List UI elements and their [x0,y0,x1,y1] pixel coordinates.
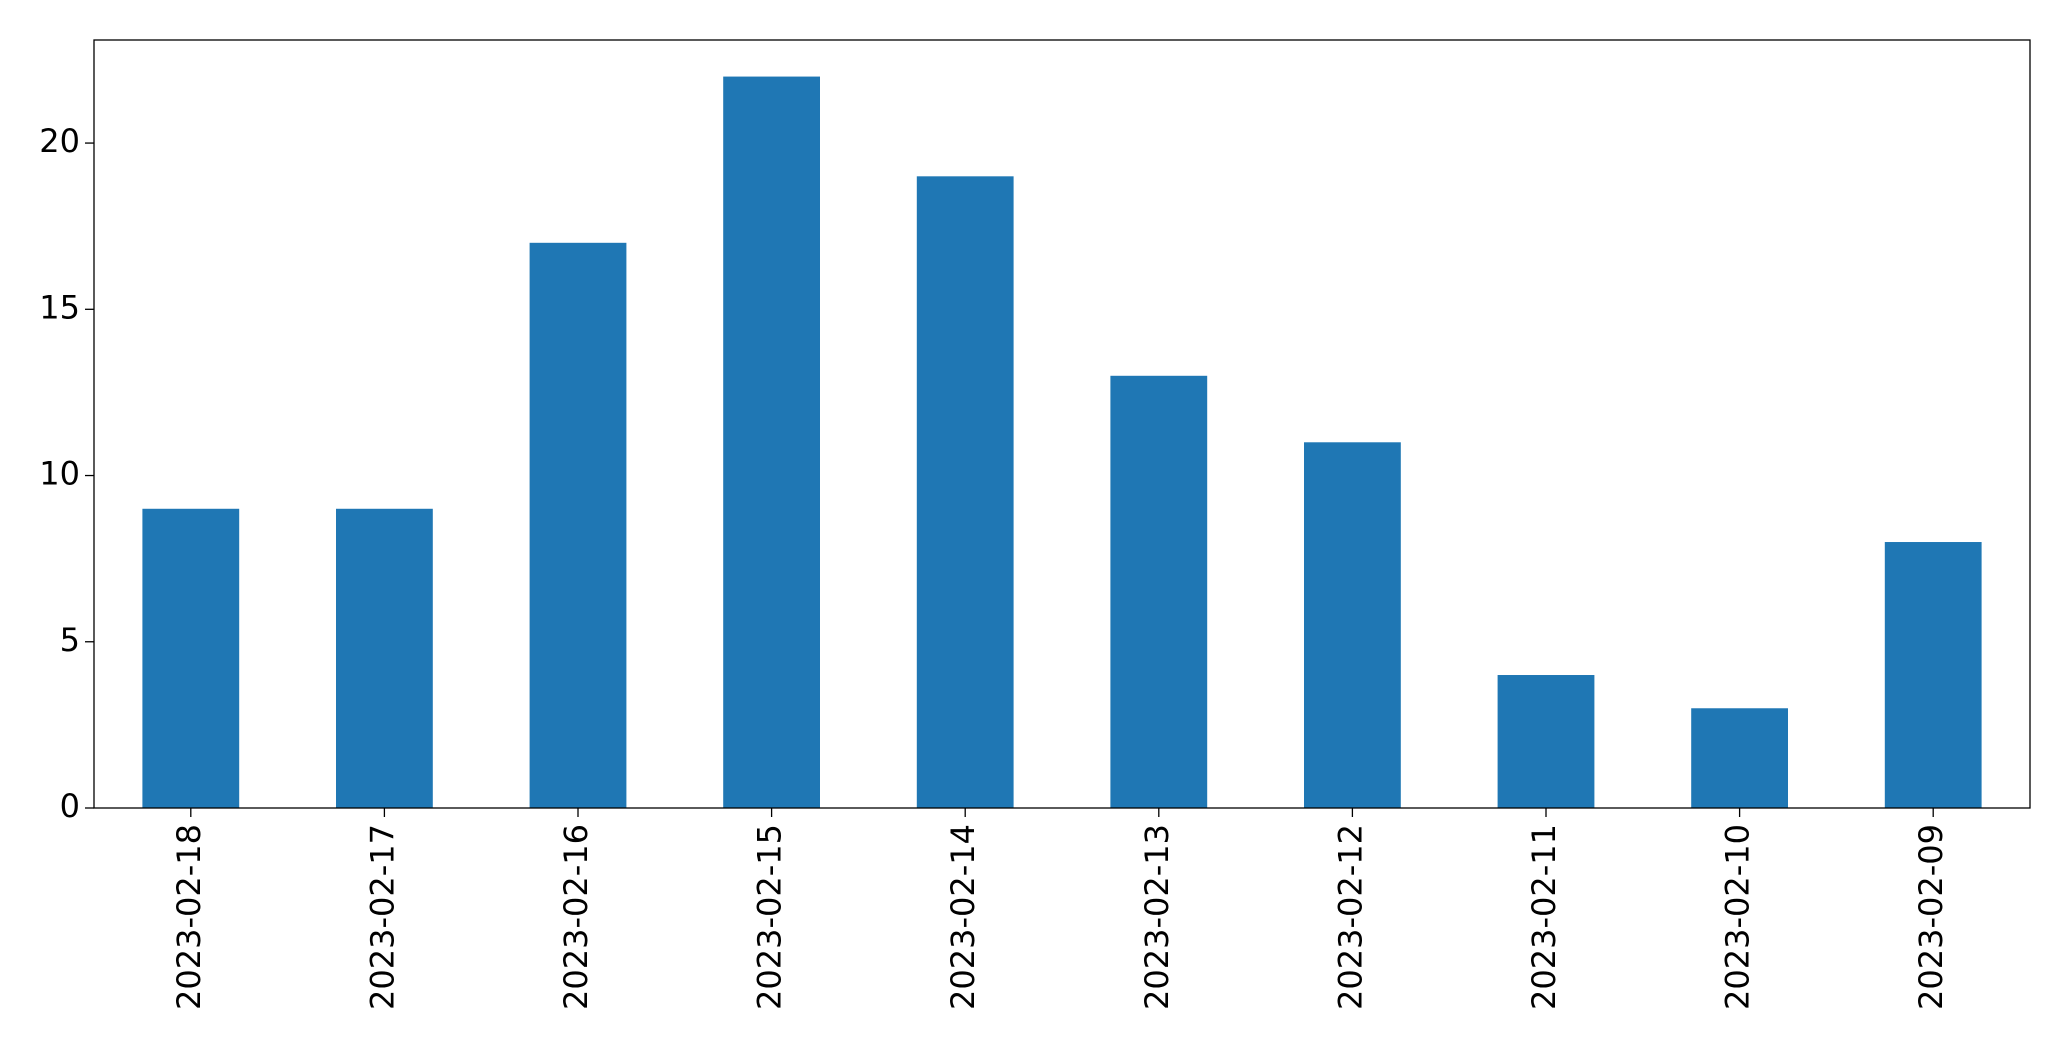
bar [336,508,433,808]
x-tick-label: 2023-02-09 [1912,824,1950,1010]
bar [1304,442,1401,808]
bar [1110,375,1208,808]
y-tick-label: 15 [39,288,80,326]
bar [142,508,240,808]
x-tick-label: 2023-02-14 [944,824,982,1010]
y-tick-label: 5 [60,621,80,659]
x-tick-label: 2023-02-11 [1525,824,1563,1010]
bar [529,242,627,809]
x-tick-label: 2023-02-17 [363,824,401,1010]
bar [1691,708,1788,808]
y-tick-label: 0 [60,787,80,825]
bar [723,76,820,809]
plot-frame [93,39,2031,809]
x-tick-label: 2023-02-12 [1331,824,1369,1010]
bar [1884,542,1982,808]
x-tick-label: 2023-02-18 [170,824,208,1010]
x-tick-label: 2023-02-10 [1719,824,1757,1010]
bar [916,176,1014,808]
bar [1497,675,1595,808]
y-tick-label: 20 [39,122,80,160]
x-tick-label: 2023-02-13 [1138,824,1176,1010]
x-tick-label: 2023-02-15 [751,824,789,1010]
y-tick-label: 10 [39,455,80,493]
x-tick-label: 2023-02-16 [557,824,595,1010]
